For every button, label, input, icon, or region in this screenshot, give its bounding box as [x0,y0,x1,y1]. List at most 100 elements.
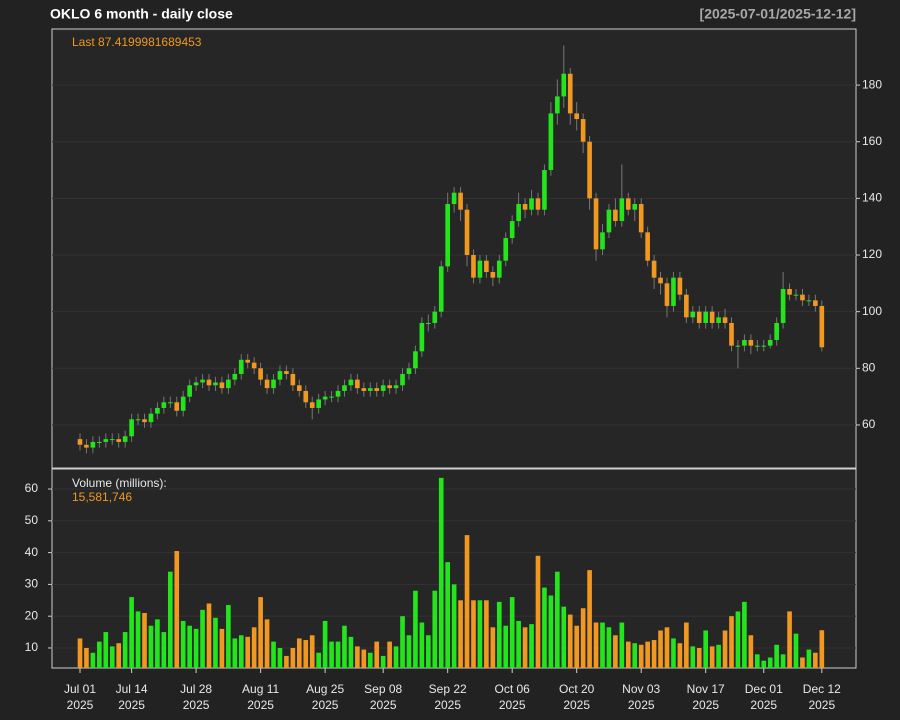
candle-body [180,396,186,411]
volume-bar [445,562,451,668]
candle-body [729,322,734,346]
volume-bar [677,643,683,668]
candle-body [813,300,818,306]
x-tick-year: 2025 [370,698,397,712]
volume-bar [296,638,302,668]
volume-bar [316,652,321,668]
candle-body [226,379,231,389]
candle-body [419,322,425,352]
volume-bar [780,654,786,668]
volume-bar [625,641,631,668]
volume-bar [161,632,167,668]
candle-body [232,373,238,380]
volume-bar [709,646,715,668]
candle-body [716,317,721,323]
candle-body [451,192,457,205]
volume-bar [548,595,554,668]
candle-body [690,311,696,318]
volume-bar [638,644,644,668]
volume-bar [148,625,154,668]
volume-bar [729,616,734,668]
candle-body [374,388,380,391]
candle-body [329,396,334,398]
candle-body [361,388,367,391]
y-tick-label: 80 [862,360,876,374]
y-tick-label: 160 [862,134,882,148]
candle-body [200,379,205,383]
volume-bar [419,622,425,668]
x-tick-label: Nov 03 [622,682,660,696]
volume-bar [451,584,457,668]
volume-bar [742,601,747,668]
candle-body [780,289,786,323]
volume-bar [509,597,515,668]
candle-body [432,311,438,323]
candle-body [471,255,476,278]
volume-bar [516,620,521,668]
volume-bar [155,619,160,668]
candle-body [645,232,650,261]
candle-body [413,351,418,369]
volume-bar [484,600,489,668]
last-label: Last [72,35,95,49]
volume-bar [819,630,825,668]
candle-body [529,198,534,210]
volume-bar [754,654,760,668]
candle-body [290,373,296,386]
volume-bar [735,611,741,668]
volume-bar [761,660,767,668]
candle-body [258,368,263,380]
volume-bar [426,635,431,668]
x-tick-label: Aug 11 [242,682,279,696]
candle-body [613,209,618,222]
candle-body [335,390,341,397]
candle-body [703,311,709,323]
y-tick-label: 40 [25,545,39,559]
volume-bar [529,624,534,668]
candle-body [103,439,109,442]
x-tick-year: 2025 [808,698,835,712]
candle-body [193,382,199,386]
volume-bar [406,635,412,668]
volume-bar [290,647,296,668]
chart-title: OKLO 6 month - daily close [50,6,233,22]
candle-body [548,113,554,171]
volume-bar [619,622,625,668]
volume-bar [322,620,328,668]
candle-body [600,232,605,250]
volume-bar [671,638,676,668]
x-tick-year: 2025 [499,698,526,712]
x-tick-year: 2025 [692,698,719,712]
volume-bar [335,641,341,668]
x-tick-year: 2025 [312,698,339,712]
volume-bar [787,611,792,668]
candle-body [174,402,180,411]
date-range: [2025-07-01/2025-12-12] [700,6,856,22]
volume-bar [806,649,812,668]
volume-bar [722,630,728,668]
candle-body [426,322,431,324]
volume-bar [703,630,709,668]
candle-body [735,345,741,347]
candle-body [161,402,167,408]
last-price: Last 87.4199981689453 [72,35,202,49]
volume-bar [264,619,270,668]
candle-body [238,359,244,374]
volume-bar [251,627,257,668]
volume-bar [213,617,218,668]
candle-body [309,402,315,408]
candle-body [445,204,451,267]
volume-bar [800,657,805,668]
candle-body [296,385,302,391]
y-tick-label: 30 [25,577,39,591]
candle-body [664,283,670,306]
candle-body [367,388,373,391]
volume-bar [129,597,134,668]
candle-body [819,305,825,348]
volume-bar [593,622,599,668]
candle-body [754,345,760,347]
candle-body [109,439,115,441]
x-tick-label: Dec 01 [745,682,783,696]
